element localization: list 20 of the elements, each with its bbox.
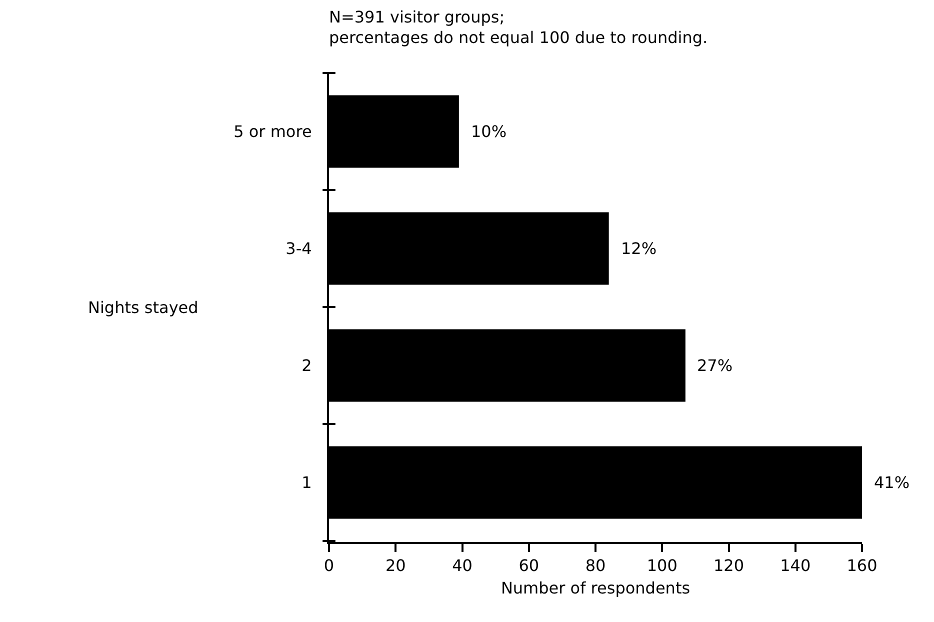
y-tick-label: 2 bbox=[302, 356, 312, 376]
x-tick-label: 160 bbox=[846, 556, 878, 576]
x-tick-label: 60 bbox=[518, 556, 540, 576]
annotation: 12% bbox=[621, 239, 657, 258]
chart-title: N=391 visitor groups; percentages do not equal 100 due to rounding. bbox=[329, 7, 708, 48]
y-tick-label: 3-4 bbox=[286, 239, 312, 258]
x-tick-label: 140 bbox=[780, 556, 811, 576]
x-tick-label: 80 bbox=[585, 556, 606, 576]
y-tick-label: 5 or more bbox=[234, 122, 312, 142]
x-tick-label: 20 bbox=[385, 556, 406, 576]
x-tick-label: 100 bbox=[646, 556, 678, 576]
y-tick-label: 1 bbox=[302, 473, 312, 492]
x-tick-label: 120 bbox=[713, 556, 744, 576]
x-tick-label: 0 bbox=[324, 556, 334, 576]
annotation: 27% bbox=[697, 356, 733, 375]
y-axis-title: Nights stayed bbox=[88, 298, 198, 317]
x-tick-label: 40 bbox=[452, 556, 472, 576]
annotation: 41% bbox=[874, 473, 910, 492]
annotation: 10% bbox=[471, 122, 507, 141]
x-axis-title: Number of respondents bbox=[500, 578, 690, 598]
